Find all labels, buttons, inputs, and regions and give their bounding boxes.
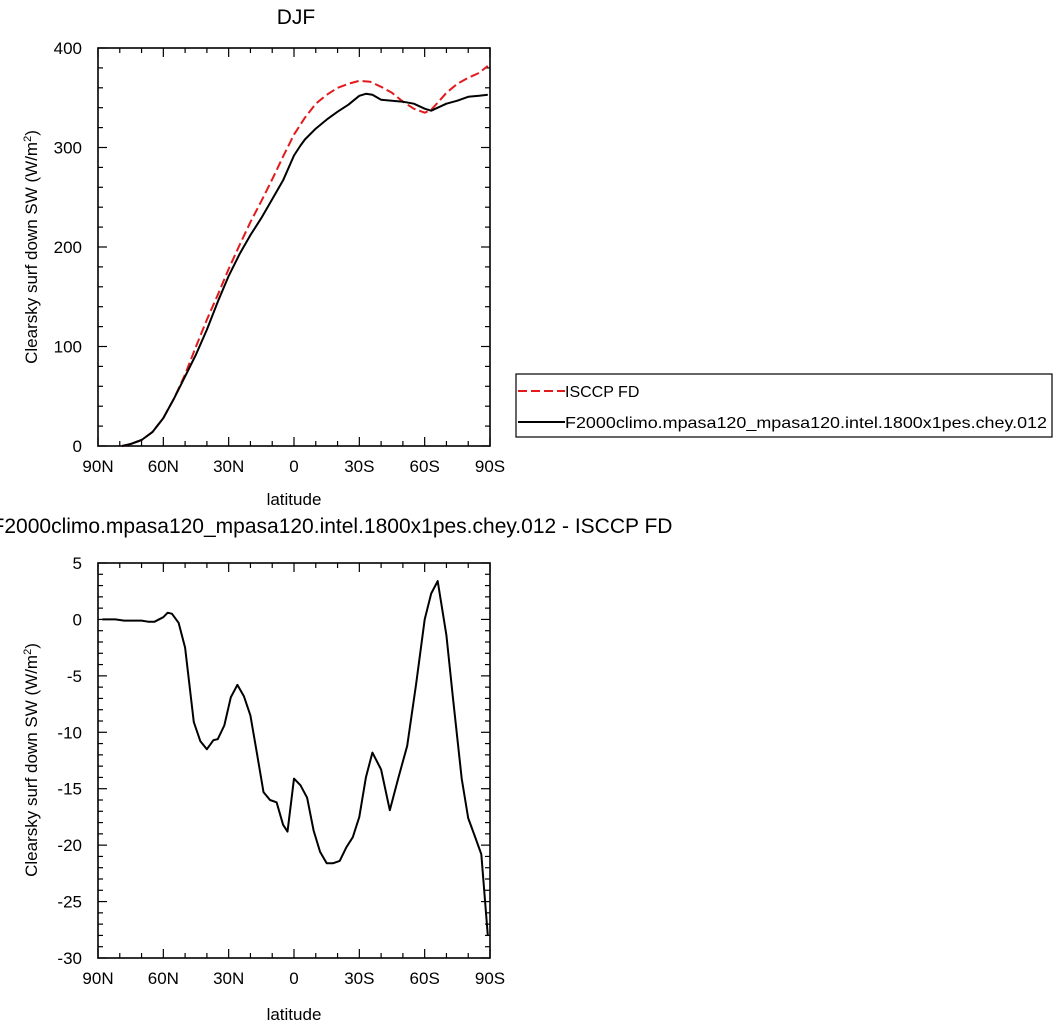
bottom-x-tick-label: 30S	[344, 969, 374, 988]
bottom-x-tick-label: 60S	[410, 969, 440, 988]
bottom-y-axis-label-main: Clearsky surf down SW (W/m	[22, 655, 41, 877]
top-y-axis-label-sup: 2	[22, 136, 34, 142]
top-y-axis-label-close: )	[22, 130, 41, 136]
top-y-tick-label: 300	[54, 139, 82, 158]
bottom-series-line	[102, 580, 489, 936]
top-y-tick-label: 100	[54, 338, 82, 357]
top-y-tick-label: 0	[73, 437, 82, 456]
bottom-y-tick-label: 5	[73, 554, 82, 573]
top-series-line	[121, 65, 489, 447]
bottom-series-lines	[102, 580, 489, 936]
bottom-y-tick-label: 0	[73, 610, 82, 629]
top-x-tick-label: 30N	[213, 457, 244, 476]
top-ticks: 90N 60N 30N 0 30S 60S 90S 0 100 200 300 400	[54, 39, 506, 476]
bottom-ticks: 90N 60N 30N 0 30S 60S 90S -30 -25 -20 -15 -10 -5 0 5	[57, 554, 505, 988]
bottom-y-axis-label: Clearsky surf down SW (W/m2)	[22, 643, 41, 877]
top-x-tick-label: 60S	[410, 457, 440, 476]
bottom-x-tick-label: 60N	[148, 969, 179, 988]
top-y-axis-label-main: Clearsky surf down SW (W/m	[22, 142, 41, 364]
bottom-x-tick-label: 0	[289, 969, 298, 988]
bottom-y-tick-label: -15	[57, 780, 82, 799]
bottom-y-tick-label: -25	[57, 893, 82, 912]
bottom-y-tick-label: -10	[57, 723, 82, 742]
top-x-axis-label: latitude	[267, 490, 322, 509]
bottom-y-tick-label: -5	[67, 667, 82, 686]
top-y-axis-label: Clearsky surf down SW (W/m2)	[22, 130, 41, 364]
top-series-line	[121, 92, 488, 447]
top-x-tick-label: 0	[289, 457, 298, 476]
top-chart-title: DJF	[277, 6, 316, 29]
top-x-tick-label: 90S	[475, 457, 505, 476]
top-series-lines	[121, 65, 489, 447]
bottom-y-tick-label: -20	[57, 836, 82, 855]
top-x-tick-label: 60N	[148, 457, 179, 476]
top-panel: DJF 90N 60N 30N 0 30S 60S 90S 0 100 200 300 400 lat…	[22, 6, 505, 509]
legend-entry-model: F2000climo.mpasa120_mpasa120.intel.1800x…	[565, 415, 1047, 432]
top-x-tick-label: 90N	[82, 457, 113, 476]
legend-box	[515, 373, 1053, 438]
top-y-tick-label: 400	[54, 39, 82, 58]
top-y-tick-label: 200	[54, 238, 82, 257]
bottom-chart-title: F2000climo.mpasa120_mpasa120.intel.1800x…	[0, 515, 672, 538]
bottom-x-tick-label: 90N	[82, 969, 113, 988]
bottom-y-tick-label: -30	[57, 949, 82, 968]
bottom-y-axis-label-close: )	[22, 643, 41, 649]
bottom-panel: F2000climo.mpasa120_mpasa120.intel.1800x…	[0, 515, 672, 1024]
bottom-x-axis-label: latitude	[267, 1005, 322, 1024]
bottom-plot-frame	[97, 562, 491, 959]
bottom-x-tick-label: 30N	[213, 969, 244, 988]
top-x-tick-label: 30S	[344, 457, 374, 476]
legend-entry-isccp: ISCCP FD	[565, 384, 639, 401]
bottom-x-tick-label: 90S	[475, 969, 505, 988]
legend: ISCCP FD F2000climo.mpasa120_mpasa120.in…	[515, 373, 1053, 438]
bottom-y-axis-label-sup: 2	[22, 649, 34, 655]
top-plot-frame	[97, 47, 491, 447]
